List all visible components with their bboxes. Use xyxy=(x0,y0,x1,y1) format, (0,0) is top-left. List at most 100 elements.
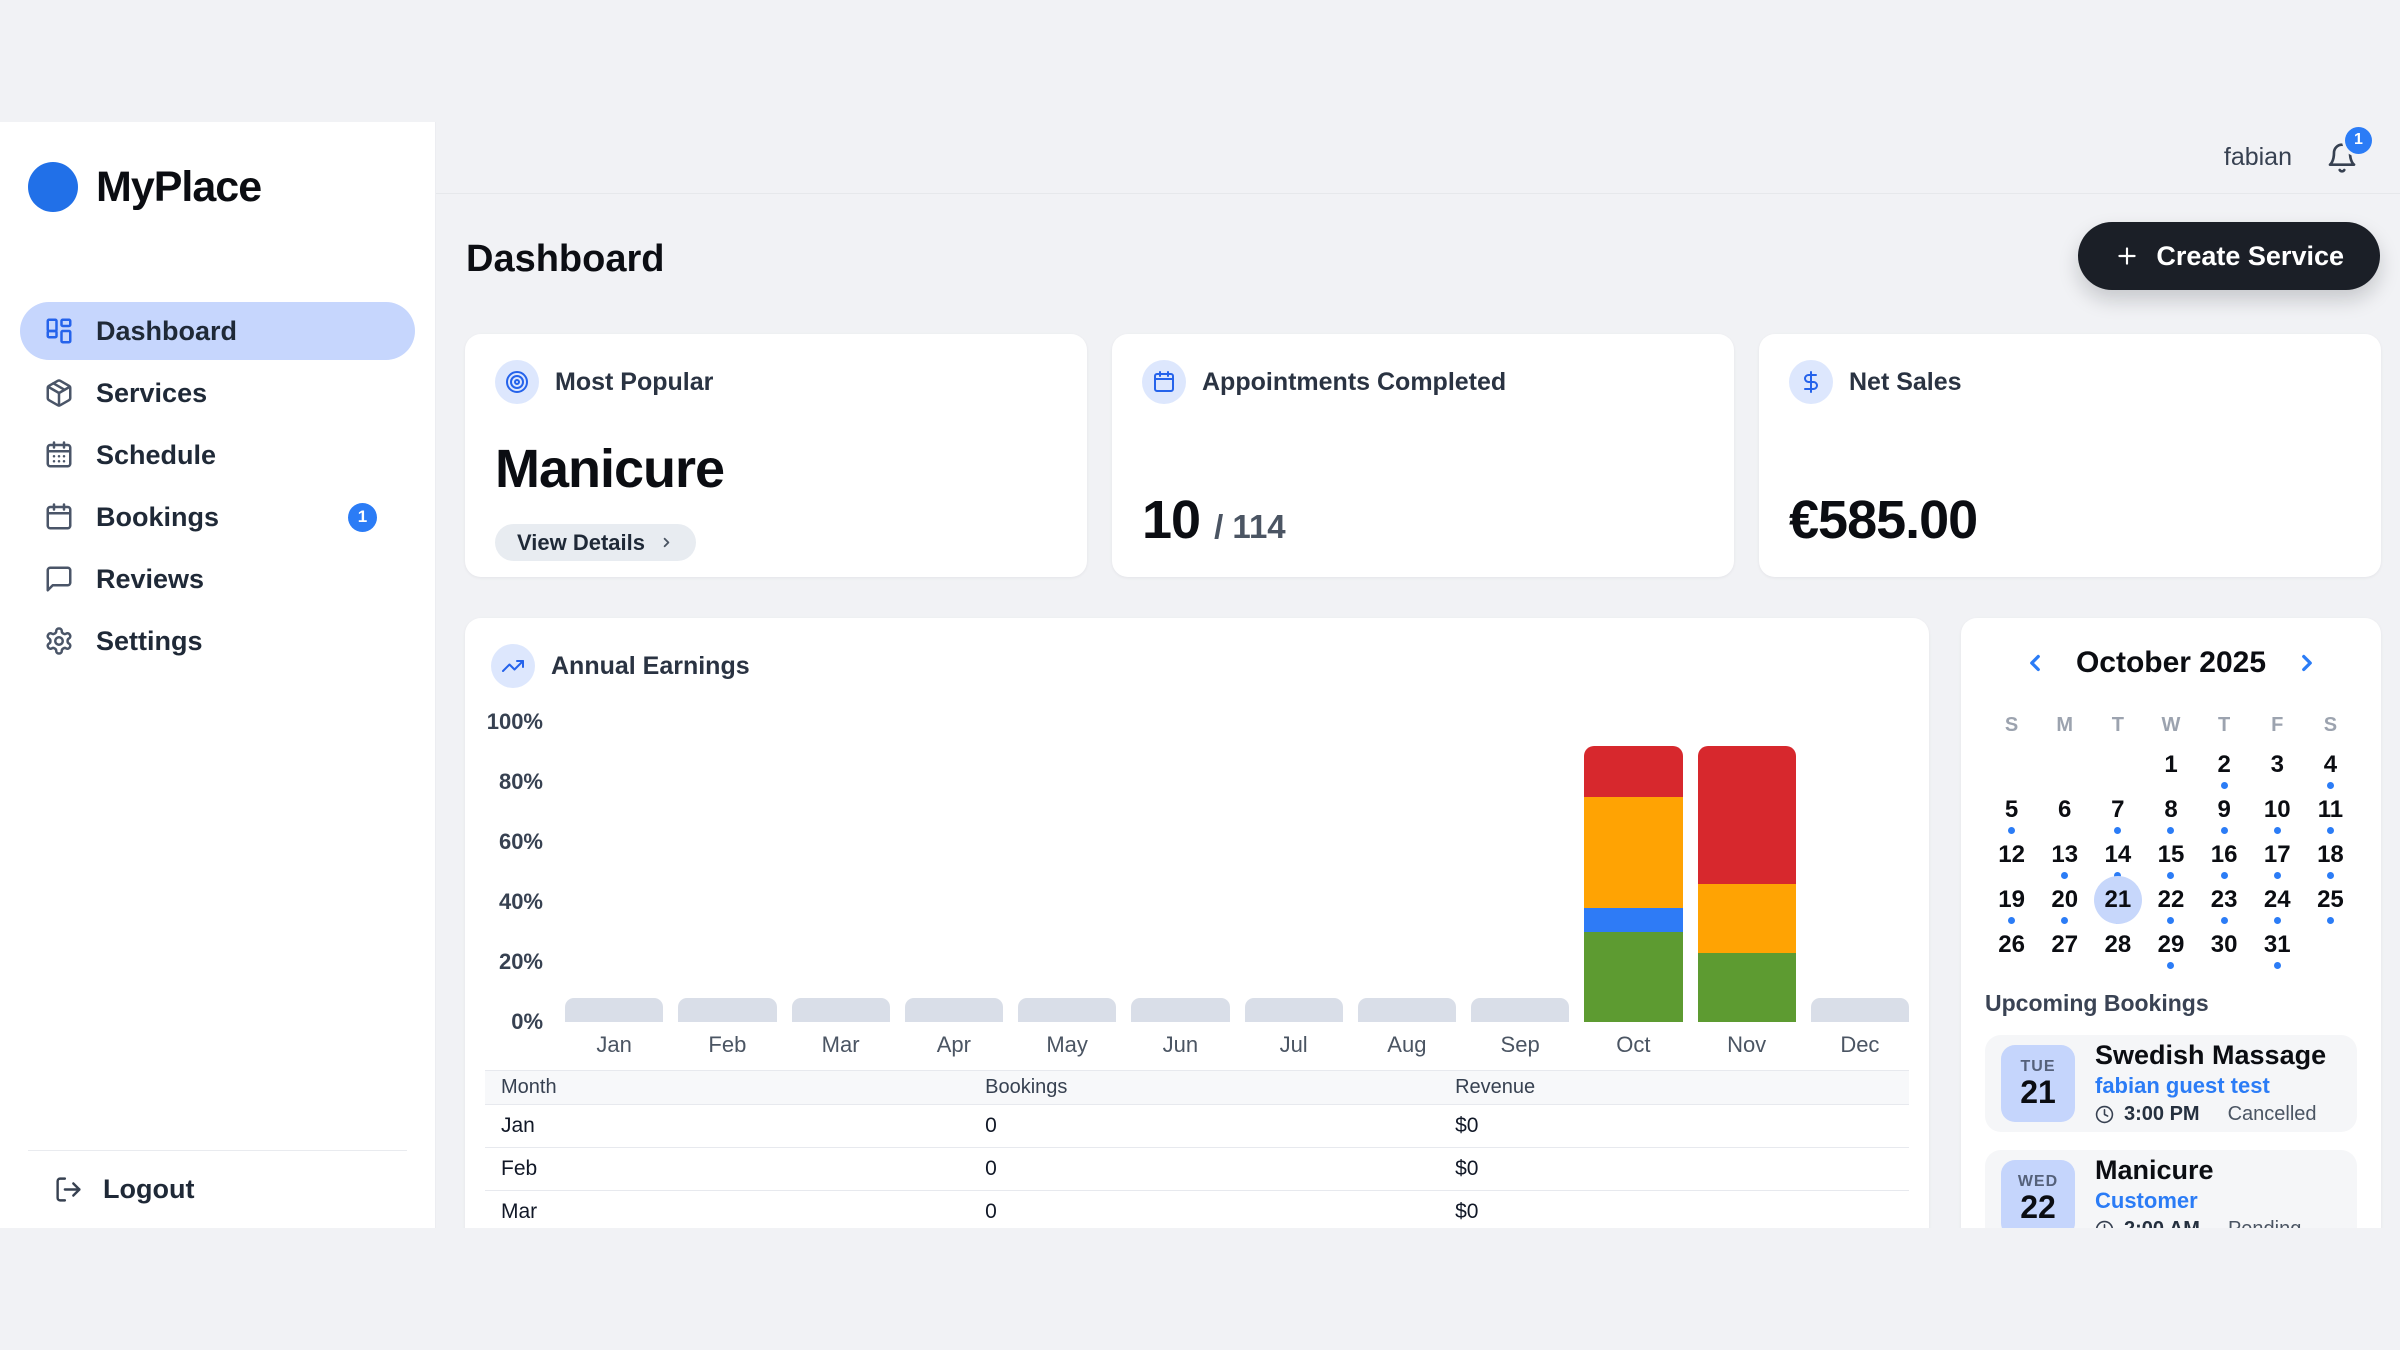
calendar-day-30[interactable]: 30 xyxy=(2198,929,2251,974)
calendar-day-2[interactable]: 2 xyxy=(2198,749,2251,794)
day-number: 6 xyxy=(2058,796,2072,823)
booking-customer-link[interactable]: fabian guest test xyxy=(2095,1072,2270,1098)
brand-name: MyPlace xyxy=(96,162,262,211)
calendar-day-24[interactable]: 24 xyxy=(2251,884,2304,929)
bar-feb xyxy=(678,722,777,1022)
chart-title: Annual Earnings xyxy=(551,651,750,680)
box-icon xyxy=(44,378,74,408)
calendar-day-27[interactable]: 27 xyxy=(2038,929,2091,974)
day-number: 24 xyxy=(2263,886,2291,913)
booking-dot xyxy=(2008,917,2016,924)
calendar-day-31[interactable]: 31 xyxy=(2251,929,2304,974)
booking-dot xyxy=(2008,827,2016,834)
calendar-day-26[interactable]: 26 xyxy=(1985,929,2038,974)
calendar-empty-cell xyxy=(2304,929,2357,974)
calendar-day-22[interactable]: 22 xyxy=(2144,884,2197,929)
booking-status: Pending xyxy=(2228,1218,2301,1228)
calendar-day-15[interactable]: 15 xyxy=(2144,839,2197,884)
card-title: Net Sales xyxy=(1849,367,1962,396)
empty-bar-stub xyxy=(1357,998,1456,1022)
booking-dot xyxy=(2061,917,2069,924)
earnings-table-header: Month Bookings Revenue xyxy=(485,1070,1909,1105)
sidebar-item-services[interactable]: Services xyxy=(20,364,415,422)
calendar-day-7[interactable]: 7 xyxy=(2091,794,2144,839)
view-details-button[interactable]: View Details xyxy=(495,524,696,561)
sidebar-item-schedule[interactable]: Schedule xyxy=(20,426,415,484)
calendar-day-23[interactable]: 23 xyxy=(2198,884,2251,929)
booking-dot xyxy=(2220,827,2228,834)
chat-icon xyxy=(44,564,74,594)
calendar-day-1[interactable]: 1 xyxy=(2144,749,2197,794)
bar-jul xyxy=(1244,722,1343,1022)
calendar-day-12[interactable]: 12 xyxy=(1985,839,2038,884)
day-number: 27 xyxy=(2051,931,2079,958)
sidebar-item-reviews[interactable]: Reviews xyxy=(20,550,415,608)
calendar-next-button[interactable] xyxy=(2294,650,2320,676)
notifications-button[interactable]: 1 xyxy=(2326,126,2372,174)
calendar-day-10[interactable]: 10 xyxy=(2251,794,2304,839)
calendar-day-6[interactable]: 6 xyxy=(2038,794,2091,839)
clock-icon xyxy=(2095,1220,2114,1228)
calendar-day-18[interactable]: 18 xyxy=(2304,839,2357,884)
sidebar: MyPlace Dashboard Services Schedule Booking… xyxy=(0,122,436,1228)
calendar-day-14[interactable]: 14 xyxy=(2091,839,2144,884)
card-title: Most Popular xyxy=(555,367,714,396)
sidebar-item-bookings[interactable]: Bookings 1 xyxy=(20,488,415,546)
calendar-week-row: 5 6 7 8 9 10 11 xyxy=(1985,794,2357,839)
earnings-table-body: Jan 0 $0 Feb 0 $0 Mar 0 $0 xyxy=(485,1104,1909,1228)
calendar-day-11[interactable]: 11 xyxy=(2304,794,2357,839)
booking-item[interactable]: WED 22 Manicure Customer 2:00 AM Pending xyxy=(1985,1150,2357,1228)
day-number: 25 xyxy=(2317,886,2344,913)
calendar-day-8[interactable]: 8 xyxy=(2144,794,2197,839)
calendar-empty-cell xyxy=(2038,749,2091,794)
day-number: 18 xyxy=(2317,841,2344,868)
x-tick-label: Jun xyxy=(1162,1032,1199,1057)
calendar-day-21[interactable]: 21 xyxy=(2091,876,2144,929)
booking-dot xyxy=(2167,917,2175,924)
calendar-day-28[interactable]: 28 xyxy=(2091,929,2144,974)
day-number: 22 xyxy=(2157,886,2185,913)
booking-item[interactable]: TUE 21 Swedish Massage fabian guest test… xyxy=(1985,1035,2357,1132)
create-service-button[interactable]: Create Service xyxy=(2078,222,2380,290)
day-number: 3 xyxy=(2270,751,2284,778)
booking-date-box: WED 22 xyxy=(2001,1160,2075,1228)
calendar-prev-button[interactable] xyxy=(2022,650,2048,676)
calendar-day-20[interactable]: 20 xyxy=(2038,884,2091,929)
calendar-day-17[interactable]: 17 xyxy=(2251,839,2304,884)
most-popular-card: Most Popular Manicure View Details xyxy=(465,334,1087,577)
sidebar-item-label: Settings xyxy=(96,625,203,656)
booking-customer-link[interactable]: Customer xyxy=(2095,1187,2198,1213)
calendar-day-29[interactable]: 29 xyxy=(2144,929,2197,974)
day-number: 26 xyxy=(1998,931,2025,958)
sidebar-item-settings[interactable]: Settings xyxy=(20,612,415,670)
calendar-week-row: 26 27 28 29 30 31 xyxy=(1985,929,2357,974)
clock-icon xyxy=(2095,1105,2114,1124)
sidebar-item-dashboard[interactable]: Dashboard xyxy=(20,302,415,360)
calendar-day-16[interactable]: 16 xyxy=(2198,839,2251,884)
x-tick-label: May xyxy=(1046,1032,1088,1057)
logout-button[interactable]: Logout xyxy=(28,1150,407,1228)
green-segment xyxy=(1697,953,1796,1022)
day-number: 28 xyxy=(2104,931,2132,958)
calendar-day-9[interactable]: 9 xyxy=(2198,794,2251,839)
x-tick-label: Mar xyxy=(821,1032,860,1057)
day-number: 4 xyxy=(2323,751,2338,778)
table-cell: Jan xyxy=(485,1104,970,1148)
empty-bar-stub xyxy=(1471,998,1570,1022)
booking-info: Manicure Customer 2:00 AM Pending xyxy=(2095,1155,2301,1228)
calendar-day-13[interactable]: 13 xyxy=(2038,839,2091,884)
calendar-day-3[interactable]: 3 xyxy=(2251,749,2304,794)
day-number: 13 xyxy=(2051,841,2079,868)
annual-earnings-card: Annual Earnings 100% 80% 60% 40% 20% 0% Jan Fe… xyxy=(465,618,1929,1228)
day-number: 15 xyxy=(2157,841,2185,868)
topbar: fabian 1 xyxy=(436,122,2400,194)
day-number: 5 xyxy=(2004,796,2019,823)
calendar-day-5[interactable]: 5 xyxy=(1985,794,2038,839)
calendar-day-25[interactable]: 25 xyxy=(2304,884,2357,929)
bar-oct xyxy=(1584,722,1683,1022)
upcoming-bookings-list: TUE 21 Swedish Massage fabian guest test… xyxy=(1985,1035,2357,1228)
calendar-day-19[interactable]: 19 xyxy=(1985,884,2038,929)
calendar-day-4[interactable]: 4 xyxy=(2304,749,2357,794)
booking-dot xyxy=(2273,917,2281,924)
